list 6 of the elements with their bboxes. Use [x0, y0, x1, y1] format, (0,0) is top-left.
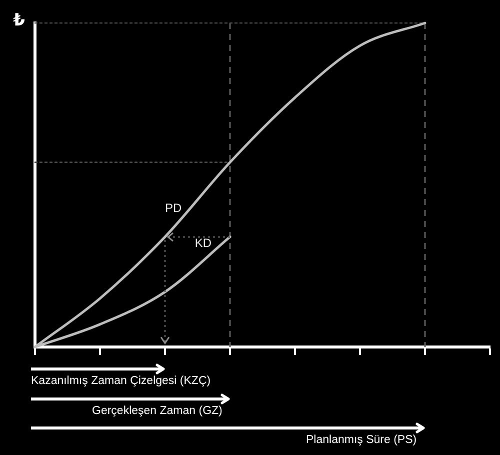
- series-label: KD: [194, 236, 212, 250]
- y-axis-title: ₺: [13, 10, 26, 30]
- text: Kazanılmış Zaman Çizelgesi (KZÇ): [31, 374, 211, 388]
- series-label: PD: [165, 201, 182, 216]
- text: Planlanmış Süre (PS): [306, 433, 417, 447]
- text: Gerçekleşen Zaman (GZ): [92, 404, 222, 418]
